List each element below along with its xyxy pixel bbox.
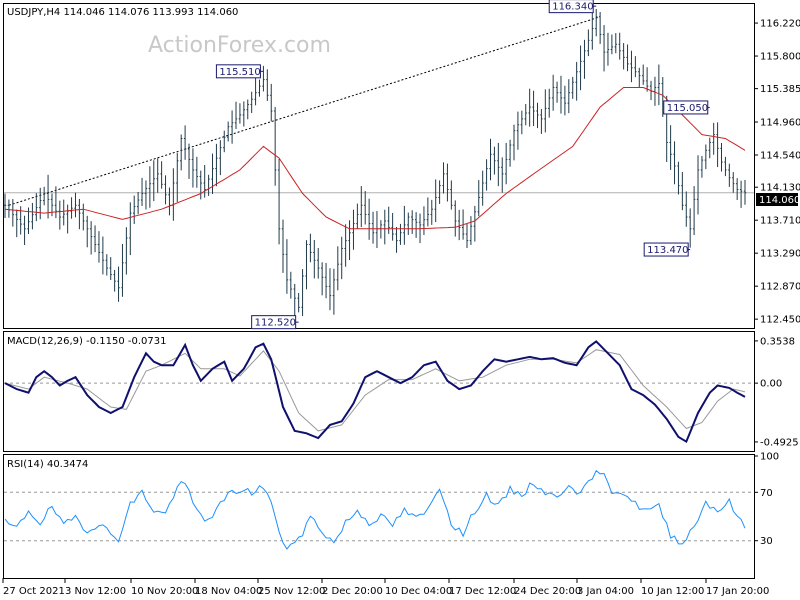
macd-chart-title: MACD(12,26,9) -0.1150 -0.0731 [7,336,167,347]
price-y-tick-label: 113.710 [760,216,800,227]
x-tick-label: 3 Jan 04:00 [577,586,634,597]
rsi-y-tick-label: 100 [760,452,779,463]
x-tick-label: 10 Nov 20:00 [131,586,198,597]
macd-series-layer [4,340,754,444]
price-panel-frame [3,3,755,329]
macd-panel-frame [3,331,755,452]
macd-y-tick-label: 0.00 [760,379,782,390]
current-price-label: 114.060 [759,195,800,206]
moving-average-line [4,87,746,230]
current-price-badge [756,193,798,206]
annotation-price-label: 116.340 [552,2,593,13]
x-tick-label: 18 Nov 04:00 [195,586,262,597]
axes-layer: 116.220 115.800 115.385 114.960 114.540 114.1… [2,19,800,597]
annotation-box [548,0,594,14]
price-y-tick-label: 112.450 [760,315,800,326]
x-tick-label: 3 Nov 12:00 [65,586,126,597]
x-tick-label: 25 Nov 12:00 [258,586,325,597]
annotation-box [663,100,709,115]
watermark-text: ActionForex.com [148,33,331,58]
rsi-series-layer [4,469,754,550]
macd-signal-line [4,349,746,432]
price-y-tick-label: 114.130 [760,183,800,194]
price-chart-title: USDJPY,H4 114.046 114.076 113.993 114.06… [7,7,238,18]
annotation-box [251,315,297,330]
price-y-tick-label: 116.220 [760,19,800,30]
price-series-layer: 115.510 112.520 116.340 115.050 113.470 [3,0,754,330]
macd-y-tick-label: 0.3538 [760,336,795,347]
annotation-price-label: 115.050 [667,103,708,114]
macd-y-tick-label: -0.4925 [760,437,799,448]
macd-line [4,340,746,444]
price-y-tick-label: 115.800 [760,52,800,63]
x-tick-label: 17 Dec 12:00 [449,586,516,597]
rsi-chart-title: RSI(14) 40.3474 [7,459,88,470]
price-y-tick-label: 112.870 [760,282,800,293]
x-tick-label: 24 Dec 20:00 [514,586,581,597]
trendline [8,16,601,206]
annotation-box [215,64,261,79]
annotation-price-label: 113.470 [647,245,688,256]
annotation-price-label: 112.520 [255,318,296,329]
x-tick-label: 2 Dec 20:00 [322,586,383,597]
x-tick-label: 10 Dec 04:00 [385,586,452,597]
x-tick-label: 10 Jan 12:00 [641,586,704,597]
annotation-price-label: 115.510 [219,67,260,78]
price-y-tick-label: 114.960 [760,118,800,129]
rsi-line [4,469,746,550]
x-tick-label: 27 Oct 2021 [3,586,65,597]
annotation-box [643,242,689,257]
x-tick-label: 17 Jan 20:00 [706,586,769,597]
price-y-tick-label: 113.290 [760,249,800,260]
price-y-tick-label: 115.385 [760,84,800,95]
rsi-y-tick-label: 70 [760,488,773,499]
price-y-tick-label: 114.540 [760,151,800,162]
rsi-y-tick-label: 30 [760,536,773,547]
